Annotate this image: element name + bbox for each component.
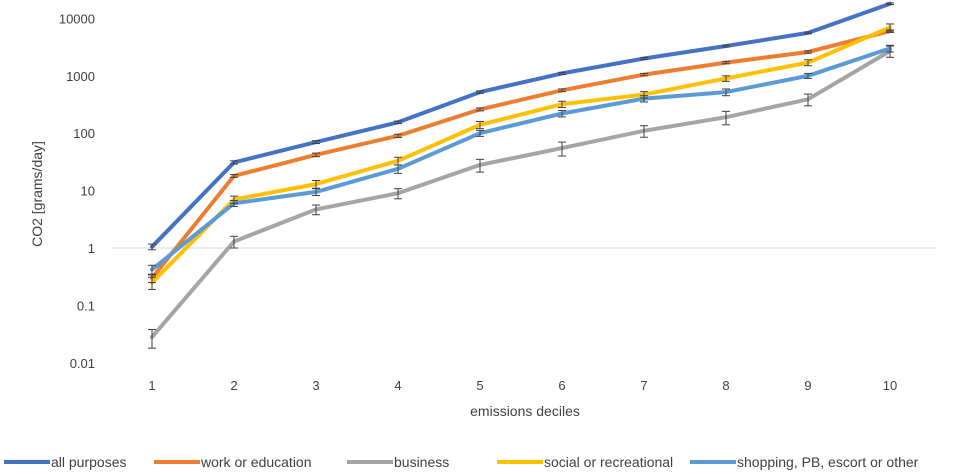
error-bar (558, 71, 566, 76)
x-tick-label: 5 (476, 378, 483, 393)
x-axis-title: emissions deciles (470, 403, 580, 419)
error-bar (886, 23, 894, 32)
error-bar (804, 93, 812, 107)
x-tick-label: 10 (883, 378, 897, 393)
error-bar (230, 200, 238, 207)
error-bar (558, 141, 566, 157)
series-line-0 (150, 1, 892, 249)
x-tick-label: 8 (722, 378, 729, 393)
error-bar (230, 174, 238, 178)
legend-label-0: all purposes (51, 454, 127, 470)
y-tick-label: 100 (73, 126, 95, 141)
error-bar (558, 110, 566, 118)
error-bar (804, 72, 812, 79)
error-bar (148, 243, 156, 251)
error-bar (476, 120, 484, 130)
x-axis-ticks: 1 2 3 4 5 6 7 8 9 10 (148, 378, 897, 393)
y-tick-label: 1000 (66, 69, 95, 84)
error-bar (230, 235, 238, 249)
error-bar (312, 140, 320, 145)
error-bars (148, 2, 894, 349)
series-line-3 (150, 25, 892, 285)
series-lines (150, 1, 892, 340)
error-bar (148, 329, 156, 349)
y-tick-label: 0.01 (70, 356, 95, 371)
error-bar (558, 100, 566, 109)
error-bar (394, 120, 402, 125)
error-bar (640, 57, 648, 61)
error-bar (558, 88, 566, 93)
error-bar (476, 129, 484, 137)
legend-label-3: social or recreational (544, 454, 673, 470)
x-tick-label: 2 (230, 378, 237, 393)
error-bar (394, 164, 402, 174)
x-tick-label: 4 (394, 378, 401, 393)
error-bar (886, 44, 894, 53)
series-line-2 (150, 49, 892, 340)
error-bar (640, 95, 648, 103)
error-bar (312, 204, 320, 216)
error-bar (722, 88, 730, 97)
y-axis-ticks: 0.01 0.1 1 10 100 1000 10000 (59, 11, 95, 370)
error-bar (722, 44, 730, 48)
error-bar (804, 50, 812, 54)
x-tick-label: 1 (148, 378, 155, 393)
series-line-4 (150, 46, 892, 272)
error-bar (148, 264, 156, 276)
error-bar (804, 31, 812, 35)
y-tick-label: 10000 (59, 11, 95, 26)
error-bar (312, 188, 320, 197)
legend-label-2: business (394, 454, 449, 470)
error-bar (394, 188, 402, 200)
y-tick-label: 10 (81, 184, 95, 199)
error-bar (722, 75, 730, 82)
error-bar (394, 133, 402, 139)
x-tick-label: 3 (312, 378, 319, 393)
legend-label-4: shopping, PB, escort or other (737, 454, 919, 470)
error-bar (312, 152, 320, 158)
legend: all purposes work or education business soc… (4, 454, 919, 470)
error-bar (722, 110, 730, 126)
error-bar (640, 72, 648, 77)
x-tick-label: 7 (640, 378, 647, 393)
error-bar (230, 160, 238, 165)
x-tick-label: 9 (804, 378, 811, 393)
y-tick-label: 0.1 (77, 298, 95, 313)
error-bar (476, 107, 484, 112)
error-bar (476, 158, 484, 173)
error-bar (722, 60, 730, 65)
error-bar (640, 125, 648, 138)
x-tick-label: 6 (558, 378, 565, 393)
error-bar (476, 90, 484, 94)
error-bar (148, 276, 156, 290)
y-tick-label: 1 (88, 241, 95, 256)
error-bar (804, 59, 812, 67)
error-bar (886, 2, 894, 6)
legend-label-1: work or education (200, 454, 312, 470)
y-axis-title: CO2 [grams/day] (29, 141, 45, 247)
series-line-1 (150, 29, 892, 280)
